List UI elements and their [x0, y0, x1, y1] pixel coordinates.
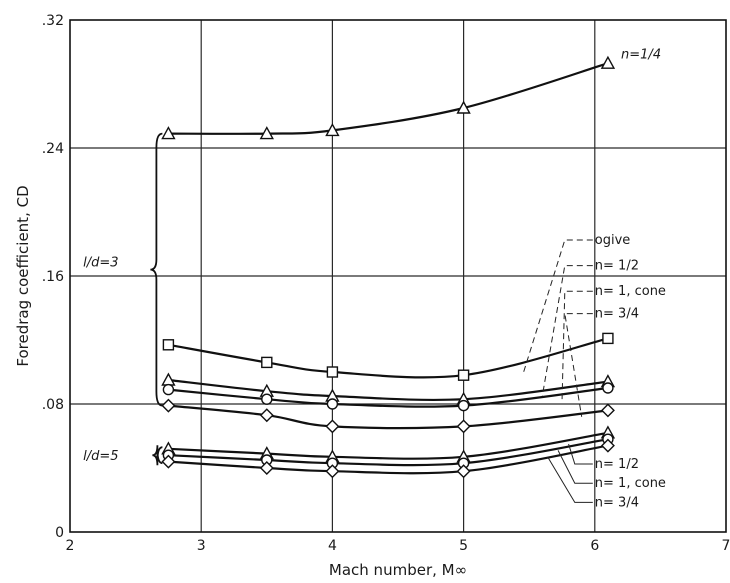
series-line: [167, 386, 610, 408]
lower-series-label: n= 1/2: [595, 457, 639, 472]
series-line: [167, 62, 610, 135]
x-tick-labels: 2 3 4 5 6 7: [66, 538, 730, 554]
y-tick-label: .08: [42, 397, 64, 413]
brace-ld3: [150, 132, 163, 407]
series-line: [167, 404, 610, 430]
series-layer: [161, 55, 616, 479]
diamond-marker: [456, 464, 471, 479]
triangle-marker: [456, 100, 471, 114]
square-marker: [326, 366, 339, 378]
x-tick-label: 2: [66, 538, 75, 554]
series-group: [162, 382, 614, 412]
upper-series-label: n= 1, cone: [595, 284, 666, 299]
y-axis-title: Foredrag coefficient, CD: [14, 185, 32, 366]
y-tick-label: .16: [42, 269, 64, 285]
x-tick-label: 4: [328, 538, 337, 554]
square-marker: [602, 332, 614, 345]
triangle-marker: [600, 55, 616, 69]
label-n-quarter: n=1/4: [621, 47, 661, 62]
triangle-marker: [325, 122, 340, 137]
series-line: [167, 438, 610, 467]
square-marker: [261, 356, 273, 369]
brace-ld5: [152, 445, 163, 466]
series-group: [161, 372, 616, 405]
square-marker: [457, 369, 470, 381]
diamond-marker: [456, 419, 471, 434]
diamond-marker: [161, 398, 176, 413]
circle-marker: [457, 399, 470, 412]
circle-marker: [326, 398, 339, 410]
series-line: [167, 337, 610, 379]
label-ld5: l/d=5: [83, 449, 118, 464]
upper-series-label: n= 3/4: [595, 307, 639, 322]
circle-marker: [162, 383, 175, 396]
triangle-marker: [259, 126, 274, 140]
lower-series-label: n= 3/4: [595, 495, 639, 510]
diamond-marker: [600, 403, 615, 418]
y-tick-label: .24: [42, 141, 64, 157]
x-tick-label: 5: [459, 538, 468, 554]
series-group: [162, 332, 614, 381]
x-tick-label: 7: [722, 538, 730, 554]
annotation-layer: n=1/4 l/d=3 l/d=5 ogive n= 1/2 n= 1, cone n= 3…: [83, 47, 666, 510]
circle-marker: [602, 382, 614, 394]
series-line: [167, 378, 610, 401]
label-ld3: l/d=3: [83, 256, 118, 271]
lower-series-label: n= 1, cone: [595, 476, 666, 491]
series-line: [167, 444, 610, 475]
square-marker: [162, 339, 175, 351]
x-axis-title: Mach number, M∞: [329, 561, 467, 579]
upper-leader-line: [522, 239, 593, 376]
x-tick-label: 6: [590, 538, 599, 554]
y-tick-labels: 0 .08 .16 .24 .32: [42, 13, 64, 541]
upper-series-label: n= 1/2: [595, 259, 639, 274]
y-tick-label: .32: [42, 13, 64, 29]
diamond-marker: [161, 454, 176, 469]
lower-leader-line: [557, 450, 593, 484]
plot-frame: [69, 19, 727, 533]
series-group: [161, 438, 615, 479]
y-tick-label: 0: [55, 525, 64, 541]
diamond-marker: [600, 438, 615, 453]
upper-leader-line: [561, 290, 593, 403]
series-line: [167, 431, 610, 460]
diamond-marker: [325, 464, 340, 479]
upper-leader-line: [564, 313, 593, 417]
lower-leader-line: [547, 456, 593, 503]
series-group: [161, 398, 615, 434]
circle-marker: [261, 393, 273, 405]
series-group: [161, 55, 616, 140]
series-group: [161, 425, 616, 463]
triangle-marker: [161, 126, 176, 140]
x-tick-label: 3: [197, 538, 206, 554]
diamond-marker: [259, 408, 274, 423]
lower-leader-line: [568, 443, 593, 465]
diamond-marker: [325, 419, 340, 434]
diamond-marker: [259, 461, 274, 475]
upper-series-label: ogive: [595, 233, 631, 248]
